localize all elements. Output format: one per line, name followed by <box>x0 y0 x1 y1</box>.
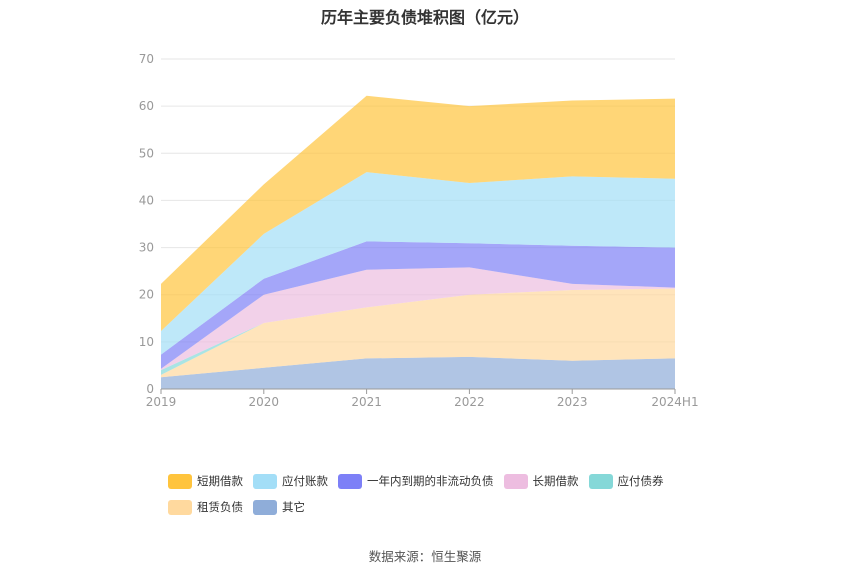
data-source-note: 数据来源：恒生聚源 <box>368 549 482 564</box>
area-series-3 <box>161 267 675 371</box>
legend-label: 短期借款 <box>197 474 243 488</box>
legend-label: 其它 <box>282 500 305 514</box>
legend-item[interactable]: 长期借款 <box>503 472 579 490</box>
legend-swatch <box>503 473 528 489</box>
y-tick-label: 40 <box>139 193 154 207</box>
x-tick-label: 2023 <box>557 395 588 409</box>
legend-swatch <box>253 499 277 515</box>
area-series-0 <box>161 356 675 389</box>
legend-label: 应付账款 <box>282 474 328 488</box>
area-series-6 <box>161 95 675 331</box>
legend-swatch <box>338 473 362 489</box>
x-tick-label: 2020 <box>249 395 280 409</box>
y-tick-label: 20 <box>139 288 154 302</box>
x-tick-label: 2021 <box>351 395 382 409</box>
y-tick-label: 60 <box>139 99 154 113</box>
legend: 短期借款 应付账款 一年内到期的非流动负债 长期借款 应付债券租赁负债 其它 <box>168 472 728 524</box>
area-series-1 <box>161 288 675 378</box>
y-tick-label: 0 <box>146 382 154 396</box>
legend-item[interactable]: 应付债券 <box>588 472 664 490</box>
axes: 0 10 20 30 40 50 60 70 2019 2020 2021 2022 2023 2024H… <box>139 52 699 409</box>
legend-swatch <box>253 473 277 489</box>
y-tick-label: 10 <box>139 335 154 349</box>
legend-swatch <box>168 499 192 515</box>
legend-label: 租赁负债 <box>197 500 243 514</box>
area-series-layer <box>161 95 675 389</box>
x-tick-label: 2022 <box>454 395 485 409</box>
legend-label: 一年内到期的非流动负债 <box>367 474 494 488</box>
y-tick-label: 50 <box>139 146 154 160</box>
legend-item[interactable]: 应付账款 <box>253 472 328 490</box>
x-tick-label: 2024H1 <box>651 395 698 409</box>
legend-label: 长期借款 <box>532 474 579 488</box>
legend-item[interactable]: 租赁负债 <box>168 498 243 516</box>
area-series-5 <box>161 172 675 355</box>
y-tick-label: 30 <box>139 241 154 255</box>
legend-swatch <box>168 473 192 489</box>
legend-swatch <box>588 473 613 489</box>
y-tick-label: 70 <box>139 52 154 66</box>
legend-item[interactable]: 其它 <box>253 498 305 516</box>
area-series-4 <box>161 241 675 369</box>
legend-item[interactable]: 一年内到期的非流动负债 <box>338 472 494 490</box>
x-tick-label: 2019 <box>146 395 177 409</box>
legend-label: 应付债券 <box>617 474 664 488</box>
legend-item[interactable]: 短期借款 <box>168 472 243 490</box>
chart-title: 历年主要负债堆积图（亿元） <box>320 8 529 27</box>
